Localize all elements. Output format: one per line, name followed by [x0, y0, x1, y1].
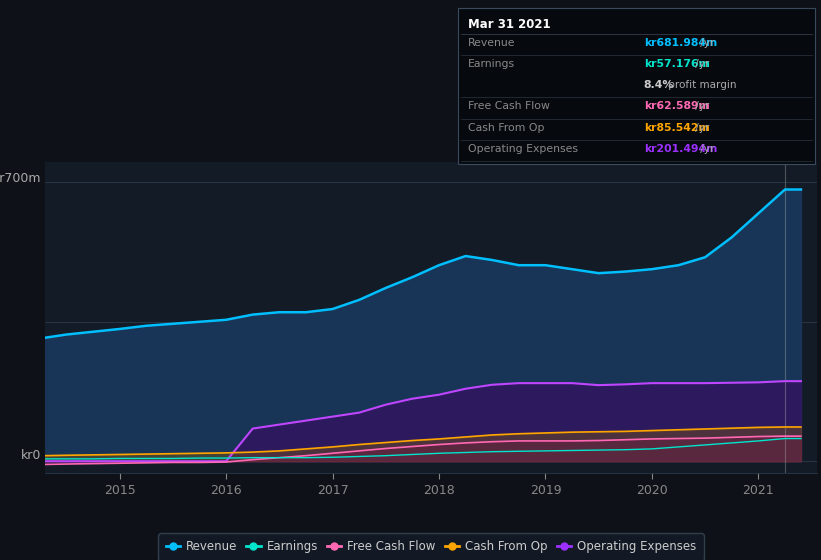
Text: /yr: /yr [692, 59, 709, 69]
Text: 8.4%: 8.4% [644, 80, 674, 90]
Text: kr0: kr0 [21, 449, 41, 463]
Text: kr700m: kr700m [0, 172, 41, 185]
Text: kr62.589m: kr62.589m [644, 101, 709, 111]
Text: Revenue: Revenue [468, 38, 516, 48]
Text: /yr: /yr [697, 144, 714, 154]
Text: Free Cash Flow: Free Cash Flow [468, 101, 550, 111]
Text: kr57.176m: kr57.176m [644, 59, 709, 69]
Text: Cash From Op: Cash From Op [468, 123, 544, 133]
Legend: Revenue, Earnings, Free Cash Flow, Cash From Op, Operating Expenses: Revenue, Earnings, Free Cash Flow, Cash … [158, 533, 704, 560]
Text: kr201.494m: kr201.494m [644, 144, 718, 154]
Text: profit margin: profit margin [665, 80, 736, 90]
Text: kr85.542m: kr85.542m [644, 123, 709, 133]
Text: Mar 31 2021: Mar 31 2021 [468, 18, 551, 31]
Text: Earnings: Earnings [468, 59, 515, 69]
Text: kr681.984m: kr681.984m [644, 38, 717, 48]
Text: /yr: /yr [692, 123, 709, 133]
Text: /yr: /yr [697, 38, 714, 48]
Text: Operating Expenses: Operating Expenses [468, 144, 578, 154]
Text: /yr: /yr [692, 101, 709, 111]
